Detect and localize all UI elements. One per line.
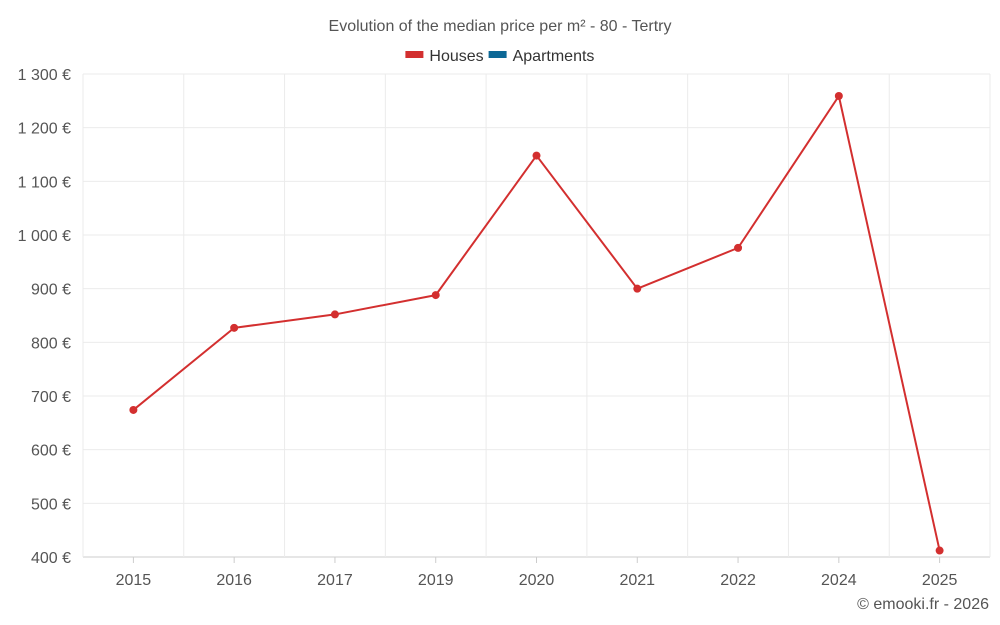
legend-swatch [405,51,424,58]
data-point [633,284,642,293]
data-point [230,323,239,332]
y-tick-label: 1 000 € [18,228,71,245]
y-tick-label: 400 € [31,550,71,567]
data-point [834,92,843,101]
grid [82,73,991,558]
data-point [734,243,743,252]
credit-text: © emooki.fr - 2026 [857,596,989,613]
x-tick-label: 2015 [116,572,152,589]
y-tick-label: 700 € [31,389,71,406]
data-point [532,151,541,160]
x-tick-label: 2016 [216,572,252,589]
x-tick-label: 2017 [317,572,353,589]
chart-title: Evolution of the median price per m² - 8… [329,18,672,35]
axes: 400 € 500 € 600 € 700 € 800 € 900 € 1 000 € 1 1… [18,67,958,589]
y-tick-label: 600 € [31,443,71,460]
legend-label: Houses [429,48,483,65]
legend-label: Apartments [513,48,595,65]
y-tick-label: 900 € [31,282,71,299]
x-tick-label: 2020 [519,572,555,589]
y-tick-label: 500 € [31,496,71,513]
data-point [935,546,944,555]
legend: Houses Apartments [405,48,594,65]
series-line [132,95,941,551]
x-tick-label: 2025 [922,572,958,589]
legend-swatch [488,51,507,58]
x-tick-label: 2024 [821,572,857,589]
y-tick-label: 800 € [31,335,71,352]
data-point [129,405,138,414]
series-layer [129,92,944,555]
x-tick-label: 2021 [619,572,655,589]
data-point [330,310,339,319]
y-tick-label: 1 300 € [18,67,71,84]
data-point [431,291,440,300]
y-tick-label: 1 100 € [18,174,71,191]
y-tick-label: 1 200 € [18,121,71,138]
x-tick-label: 2022 [720,572,756,589]
x-tick-label: 2019 [418,572,454,589]
